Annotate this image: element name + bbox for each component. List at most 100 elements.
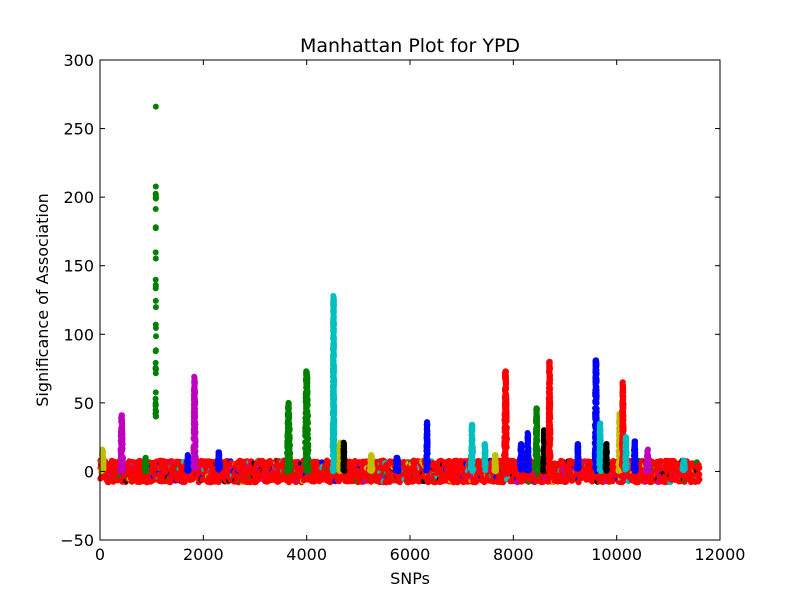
data-point	[329, 444, 336, 450]
data-point	[286, 453, 293, 460]
data-point	[191, 421, 197, 428]
data-point	[368, 454, 375, 461]
data-point	[303, 413, 309, 420]
data-point	[152, 402, 159, 409]
data-point	[330, 390, 337, 397]
data-point	[191, 401, 198, 408]
data-point	[305, 456, 312, 463]
data-point	[286, 427, 293, 434]
data-point	[153, 333, 159, 340]
data-point	[524, 441, 531, 448]
data-point	[330, 315, 337, 321]
data-point	[696, 464, 703, 471]
data-point	[524, 434, 531, 441]
data-point	[502, 404, 508, 411]
data-point	[302, 439, 309, 446]
data-point	[330, 323, 337, 330]
data-point	[304, 375, 311, 382]
data-point	[331, 365, 337, 372]
data-point	[152, 348, 159, 355]
data-point	[152, 321, 159, 328]
data-point	[330, 328, 337, 335]
data-point	[330, 309, 337, 316]
data-point	[329, 452, 336, 459]
data-point	[190, 426, 197, 433]
data-point	[534, 413, 540, 420]
data-point	[330, 414, 337, 420]
data-point	[589, 478, 596, 485]
data-point	[303, 402, 309, 409]
data-point	[330, 372, 337, 379]
data-point	[491, 458, 498, 465]
data-point	[330, 380, 337, 387]
data-point	[100, 459, 107, 466]
data-point	[503, 430, 510, 437]
peak-points	[329, 292, 338, 475]
data-point	[501, 444, 508, 451]
peak-points	[340, 439, 348, 474]
data-point	[191, 375, 198, 382]
data-point	[395, 459, 402, 466]
data-point	[152, 395, 159, 402]
data-point	[152, 282, 159, 288]
data-point	[190, 446, 197, 453]
data-point	[424, 458, 431, 465]
data-point	[100, 449, 107, 456]
data-point	[331, 344, 337, 351]
data-point	[503, 438, 510, 445]
data-point	[504, 458, 511, 465]
data-point	[518, 447, 525, 454]
data-point	[152, 304, 159, 311]
data-point	[331, 428, 338, 435]
data-point	[532, 445, 539, 452]
data-point	[533, 430, 539, 436]
data-point	[152, 195, 159, 202]
data-point	[152, 249, 159, 256]
data-point	[152, 276, 159, 283]
data-points-layer	[97, 103, 703, 486]
peak-points	[423, 419, 431, 474]
data-point	[152, 359, 159, 366]
data-point	[340, 448, 347, 454]
data-point	[152, 389, 159, 396]
peak-points	[532, 405, 541, 474]
data-point	[482, 467, 489, 474]
data-point	[152, 206, 159, 212]
data-point	[502, 399, 509, 406]
data-point	[285, 461, 292, 468]
data-point	[215, 463, 222, 470]
data-point	[534, 462, 541, 469]
data-point	[285, 417, 292, 424]
data-point	[533, 405, 540, 412]
data-point	[191, 396, 198, 403]
data-point	[153, 366, 159, 373]
data-point	[191, 417, 197, 424]
data-point	[191, 390, 198, 397]
data-point	[330, 335, 337, 342]
data-point	[185, 462, 192, 469]
data-point	[286, 446, 292, 453]
data-point	[152, 183, 159, 190]
peak-points	[302, 368, 312, 475]
data-point	[518, 456, 525, 463]
data-point	[331, 353, 337, 360]
data-point	[369, 465, 376, 472]
data-point	[330, 358, 337, 365]
peak-points	[190, 373, 199, 471]
data-point	[330, 436, 337, 443]
data-point	[119, 430, 126, 437]
chart-title: Manhattan Plot for YPD	[300, 35, 520, 57]
data-point	[302, 433, 309, 440]
data-point	[330, 423, 337, 430]
data-point	[423, 443, 430, 450]
data-point	[153, 413, 159, 420]
data-point	[492, 468, 499, 475]
data-point	[118, 457, 125, 463]
data-point	[118, 415, 125, 422]
data-point	[285, 404, 292, 411]
data-point	[330, 299, 337, 306]
peak-points	[392, 454, 402, 474]
data-point	[330, 404, 337, 411]
